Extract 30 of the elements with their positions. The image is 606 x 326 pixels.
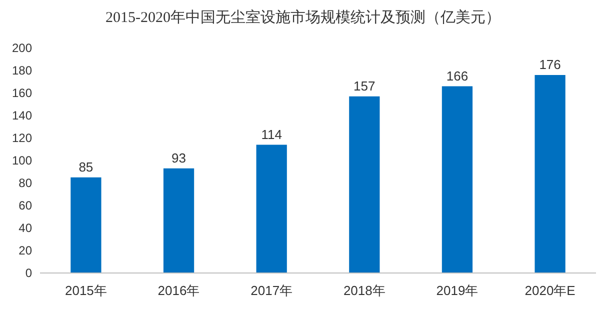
- x-tick-label: 2015年: [64, 283, 107, 298]
- y-tick-label: 160: [12, 86, 32, 100]
- data-label: 176: [539, 57, 561, 72]
- x-tick-label: 2020年E: [524, 283, 576, 298]
- data-label: 114: [261, 126, 282, 142]
- x-tick-label: 2016年: [158, 283, 200, 298]
- chart-title: 2015-2020年中国无尘室设施市场规模统计及预测（亿美元）: [106, 9, 500, 26]
- bar: [256, 144, 287, 273]
- bar: [349, 96, 380, 273]
- bar: [442, 86, 473, 273]
- data-label: 166: [446, 68, 468, 84]
- y-tick-label: 180: [12, 64, 32, 78]
- bar: [70, 177, 102, 273]
- y-tick-label: 20: [18, 244, 32, 258]
- y-tick-label: 120: [12, 131, 32, 146]
- x-tick-label: 2018年: [343, 283, 386, 298]
- data-label: 85: [78, 159, 94, 174]
- x-tick-label: 2017年: [250, 283, 293, 298]
- y-tick-label: 200: [12, 41, 32, 56]
- data-label: 93: [172, 150, 186, 166]
- y-tick-label: 40: [18, 221, 32, 236]
- bar: [163, 168, 194, 273]
- y-tick-label: 140: [12, 108, 32, 123]
- y-tick-label: 100: [12, 154, 32, 168]
- bar: [534, 75, 566, 273]
- y-tick-label: 60: [18, 198, 32, 213]
- x-tick-label: 2019年: [436, 283, 478, 298]
- y-tick-label: 80: [18, 176, 32, 190]
- data-label: 157: [354, 78, 376, 94]
- y-tick-label: 0: [25, 266, 32, 280]
